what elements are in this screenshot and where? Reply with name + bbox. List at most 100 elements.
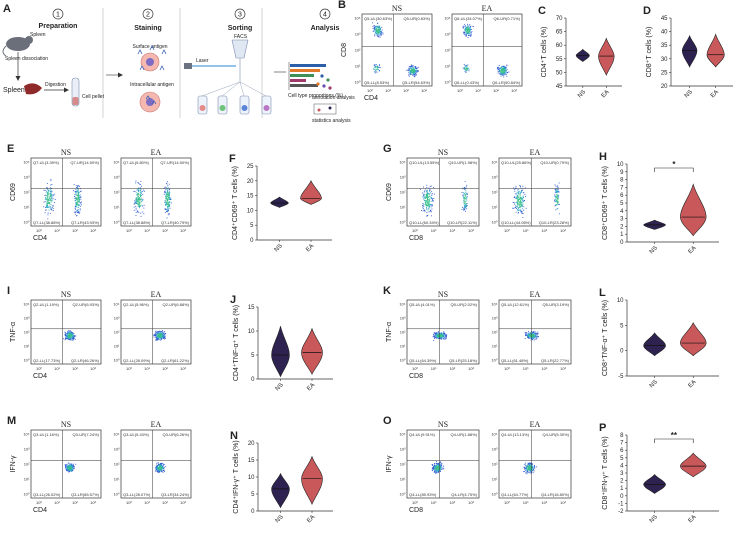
event-dot [162,330,164,332]
violin-ea [300,180,322,205]
event-dot [529,467,531,469]
event-dot [374,34,376,36]
event-dot [378,34,380,35]
event-dot [169,199,171,200]
event-dot [436,461,437,463]
event-dot [408,71,410,73]
y-tick-label: 5 [620,456,624,462]
event-dot [47,196,48,198]
event-dot [140,212,142,214]
event-dot [515,202,517,203]
event-dot [169,188,170,190]
event-dot [67,464,69,466]
laser-source-icon [184,63,192,69]
event-dot [374,32,376,34]
event-dot [425,194,427,196]
event-dot [413,74,414,76]
quadrant-ul: Q7-UL(3.39%) [33,160,59,165]
event-dot [465,34,467,36]
event-dot [426,193,428,195]
event-dot [535,338,537,339]
event-dot [65,467,67,469]
event-dot [410,70,412,72]
event-dot [505,71,506,73]
event-dot [425,196,427,198]
event-dot [73,466,74,468]
event-dot [431,215,432,217]
antibody-icon [137,49,143,55]
event-dot [556,201,558,203]
event-dot [79,209,81,211]
event-dot [464,206,466,208]
event-dot [522,185,524,187]
event-dot [555,199,557,201]
event-dot [414,75,416,77]
event-dot [518,189,520,191]
event-dot [69,463,71,465]
event-dot [433,338,435,339]
event-dot [501,69,503,70]
event-dot [464,26,466,28]
event-dot [139,200,141,201]
event-dot [427,193,429,195]
event-dot [431,194,433,196]
event-dot [69,466,71,468]
event-dot [76,194,78,196]
event-dot [424,210,426,212]
event-dot [382,33,384,35]
event-dot [159,471,161,473]
y-tick-label: 10² [114,190,120,195]
event-dot [157,338,159,339]
event-dot [134,200,136,202]
event-dot [522,200,524,202]
event-dot [467,67,469,69]
event-dot [80,202,81,204]
x-tick-label: NS [649,514,659,524]
event-dot [74,199,76,201]
event-dot [555,198,557,200]
event-dot [437,470,439,472]
event-dot [523,197,525,198]
event-dot [524,333,526,335]
event-dot [379,36,381,38]
event-dot [136,189,138,191]
event-dot [163,333,165,335]
event-dot [437,335,438,337]
event-dot [523,463,525,465]
event-dot [501,69,503,71]
event-dot [162,335,164,337]
event-dot [556,190,558,192]
event-dot [163,464,165,465]
event-dot [444,333,446,335]
event-dot [437,463,439,465]
event-dot [534,467,536,469]
event-dot [380,32,382,34]
event-dot [530,339,532,341]
event-dot [410,66,412,68]
event-dot [519,201,520,203]
event-dot [77,194,79,196]
event-dot [166,201,168,203]
event-dot [68,471,70,473]
flow-group-title: EA [151,148,162,157]
event-dot [374,35,376,37]
panel-label-d: D [643,5,651,17]
event-dot [135,200,137,202]
event-dot [465,198,466,199]
bar-icon [290,69,320,72]
event-dot [155,331,156,333]
event-dot [164,331,165,333]
event-dot [156,339,157,341]
event-dot [142,189,144,191]
event-dot [415,66,417,67]
event-dot [505,70,507,72]
event-dot [412,65,413,67]
event-dot [50,189,52,191]
event-dot [426,197,428,199]
event-dot [46,187,48,189]
y-tick-label: 0 [251,377,255,383]
event-dot [69,334,71,336]
event-dot [435,472,437,474]
event-dot [554,198,556,200]
